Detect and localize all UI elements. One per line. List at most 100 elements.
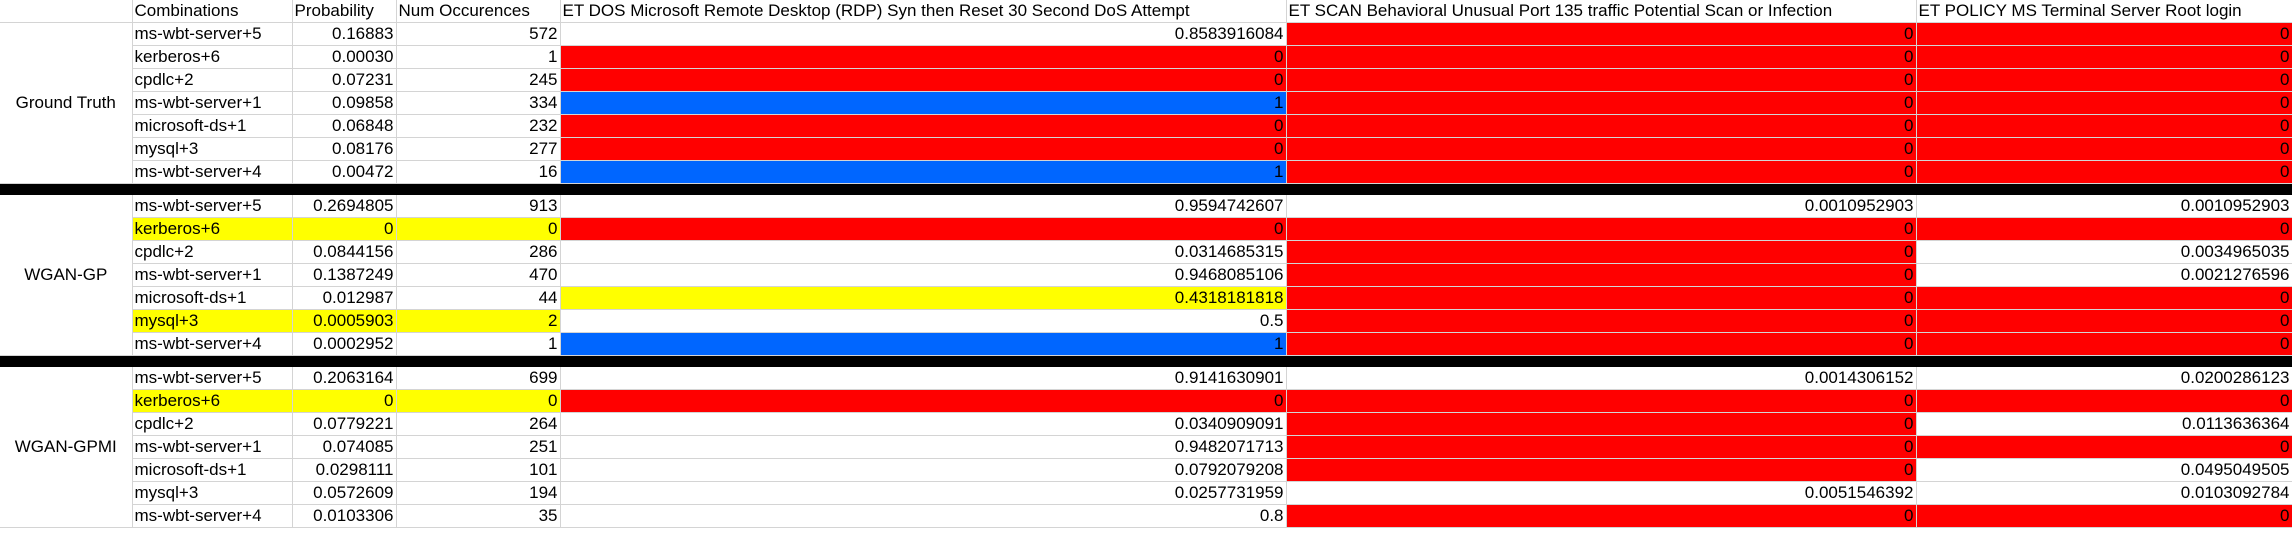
et-policy-root-login-cell[interactable]: 0.0113636364 (1916, 412, 2292, 436)
num-occurences-cell[interactable]: 264 (396, 412, 561, 436)
et-dos-rdp-cell[interactable]: 0.9482071713 (560, 435, 1287, 459)
combination-cell[interactable]: mysql+3 (132, 481, 293, 505)
probability-cell[interactable]: 0.0002952 (292, 332, 397, 356)
et-dos-rdp-cell[interactable]: 0 (560, 217, 1287, 241)
et-scan-port135-cell[interactable]: 0 (1286, 504, 1917, 528)
combination-cell[interactable]: cpdlc+2 (132, 412, 293, 436)
et-dos-rdp-cell[interactable]: 0.8583916084 (560, 22, 1287, 46)
probability-cell[interactable]: 0.0572609 (292, 481, 397, 505)
et-dos-rdp-cell[interactable]: 0.0314685315 (560, 240, 1287, 264)
et-dos-rdp-cell[interactable]: 0.0257731959 (560, 481, 1287, 505)
combination-cell[interactable]: mysql+3 (132, 309, 293, 333)
et-dos-rdp-cell[interactable]: 0.9468085106 (560, 263, 1287, 287)
et-dos-rdp-cell[interactable]: 0.5 (560, 309, 1287, 333)
et-dos-rdp-cell[interactable]: 1 (560, 160, 1287, 184)
et-policy-root-login-cell[interactable]: 0 (1916, 45, 2292, 69)
et-policy-root-login-cell[interactable]: 0 (1916, 91, 2292, 115)
et-scan-port135-cell[interactable]: 0 (1286, 435, 1917, 459)
et-dos-rdp-cell[interactable]: 0.4318181818 (560, 286, 1287, 310)
et-policy-root-login-cell[interactable]: 0 (1916, 68, 2292, 92)
et-dos-rdp-cell[interactable]: 0 (560, 45, 1287, 69)
combination-cell[interactable]: kerberos+6 (132, 45, 293, 69)
combination-cell[interactable]: microsoft-ds+1 (132, 458, 293, 482)
probability-cell[interactable]: 0.2063164 (292, 367, 397, 390)
num-occurences-cell[interactable]: 913 (396, 195, 561, 218)
et-policy-root-login-cell[interactable]: 0 (1916, 217, 2292, 241)
et-dos-rdp-cell[interactable]: 0.9141630901 (560, 367, 1287, 390)
et-policy-root-login-cell[interactable]: 0 (1916, 137, 2292, 161)
group-label[interactable]: WGAN-GPMI (0, 367, 133, 528)
num-occurences-cell[interactable]: 2 (396, 309, 561, 333)
combination-cell[interactable]: ms-wbt-server+1 (132, 263, 293, 287)
et-dos-rdp-cell[interactable]: 0.8 (560, 504, 1287, 528)
header-combinations[interactable]: Combinations (132, 0, 293, 23)
et-scan-port135-cell[interactable]: 0 (1286, 240, 1917, 264)
et-policy-root-login-cell[interactable]: 0.0010952903 (1916, 195, 2292, 218)
combination-cell[interactable]: ms-wbt-server+1 (132, 435, 293, 459)
num-occurences-cell[interactable]: 245 (396, 68, 561, 92)
num-occurences-cell[interactable]: 251 (396, 435, 561, 459)
et-policy-root-login-cell[interactable]: 0.0200286123 (1916, 367, 2292, 390)
combination-cell[interactable]: microsoft-ds+1 (132, 114, 293, 138)
header-cell-blank[interactable] (0, 0, 133, 23)
group-label[interactable]: Ground Truth (0, 22, 133, 184)
et-scan-port135-cell[interactable]: 0.0014306152 (1286, 367, 1917, 390)
probability-cell[interactable]: 0.0779221 (292, 412, 397, 436)
probability-cell[interactable]: 0.1387249 (292, 263, 397, 287)
et-scan-port135-cell[interactable]: 0.0051546392 (1286, 481, 1917, 505)
combination-cell[interactable]: ms-wbt-server+4 (132, 160, 293, 184)
header-et-policy-root-login[interactable]: ET POLICY MS Terminal Server Root login (1916, 0, 2292, 23)
probability-cell[interactable]: 0 (292, 217, 397, 241)
et-scan-port135-cell[interactable]: 0 (1286, 137, 1917, 161)
et-scan-port135-cell[interactable]: 0 (1286, 458, 1917, 482)
et-policy-root-login-cell[interactable]: 0.0034965035 (1916, 240, 2292, 264)
et-scan-port135-cell[interactable]: 0 (1286, 286, 1917, 310)
et-policy-root-login-cell[interactable]: 0 (1916, 286, 2292, 310)
et-dos-rdp-cell[interactable]: 0 (560, 389, 1287, 413)
probability-cell[interactable]: 0.0005903 (292, 309, 397, 333)
et-scan-port135-cell[interactable]: 0 (1286, 217, 1917, 241)
num-occurences-cell[interactable]: 277 (396, 137, 561, 161)
et-dos-rdp-cell[interactable]: 0 (560, 137, 1287, 161)
et-scan-port135-cell[interactable]: 0 (1286, 114, 1917, 138)
et-policy-root-login-cell[interactable]: 0 (1916, 309, 2292, 333)
combination-cell[interactable]: cpdlc+2 (132, 68, 293, 92)
combination-cell[interactable]: ms-wbt-server+5 (132, 22, 293, 46)
combination-cell[interactable]: ms-wbt-server+4 (132, 332, 293, 356)
probability-cell[interactable]: 0.09858 (292, 91, 397, 115)
probability-cell[interactable]: 0.07231 (292, 68, 397, 92)
et-scan-port135-cell[interactable]: 0 (1286, 263, 1917, 287)
et-policy-root-login-cell[interactable]: 0 (1916, 504, 2292, 528)
probability-cell[interactable]: 0.06848 (292, 114, 397, 138)
num-occurences-cell[interactable]: 334 (396, 91, 561, 115)
probability-cell[interactable]: 0.012987 (292, 286, 397, 310)
et-scan-port135-cell[interactable]: 0 (1286, 68, 1917, 92)
num-occurences-cell[interactable]: 0 (396, 217, 561, 241)
et-dos-rdp-cell[interactable]: 1 (560, 332, 1287, 356)
num-occurences-cell[interactable]: 44 (396, 286, 561, 310)
et-policy-root-login-cell[interactable]: 0 (1916, 435, 2292, 459)
et-scan-port135-cell[interactable]: 0 (1286, 22, 1917, 46)
probability-cell[interactable]: 0.0103306 (292, 504, 397, 528)
num-occurences-cell[interactable]: 194 (396, 481, 561, 505)
num-occurences-cell[interactable]: 35 (396, 504, 561, 528)
et-policy-root-login-cell[interactable]: 0.0103092784 (1916, 481, 2292, 505)
et-dos-rdp-cell[interactable]: 0.0340909091 (560, 412, 1287, 436)
probability-cell[interactable]: 0.0844156 (292, 240, 397, 264)
et-dos-rdp-cell[interactable]: 0.9594742607 (560, 195, 1287, 218)
et-scan-port135-cell[interactable]: 0 (1286, 332, 1917, 356)
group-label[interactable]: WGAN-GP (0, 195, 133, 356)
et-dos-rdp-cell[interactable]: 1 (560, 91, 1287, 115)
probability-cell[interactable]: 0.074085 (292, 435, 397, 459)
probability-cell[interactable]: 0.16883 (292, 22, 397, 46)
combination-cell[interactable]: cpdlc+2 (132, 240, 293, 264)
probability-cell[interactable]: 0 (292, 389, 397, 413)
num-occurences-cell[interactable]: 699 (396, 367, 561, 390)
num-occurences-cell[interactable]: 286 (396, 240, 561, 264)
num-occurences-cell[interactable]: 101 (396, 458, 561, 482)
et-scan-port135-cell[interactable]: 0 (1286, 389, 1917, 413)
combination-cell[interactable]: ms-wbt-server+5 (132, 195, 293, 218)
et-policy-root-login-cell[interactable]: 0 (1916, 332, 2292, 356)
et-scan-port135-cell[interactable]: 0.0010952903 (1286, 195, 1917, 218)
probability-cell[interactable]: 0.00472 (292, 160, 397, 184)
